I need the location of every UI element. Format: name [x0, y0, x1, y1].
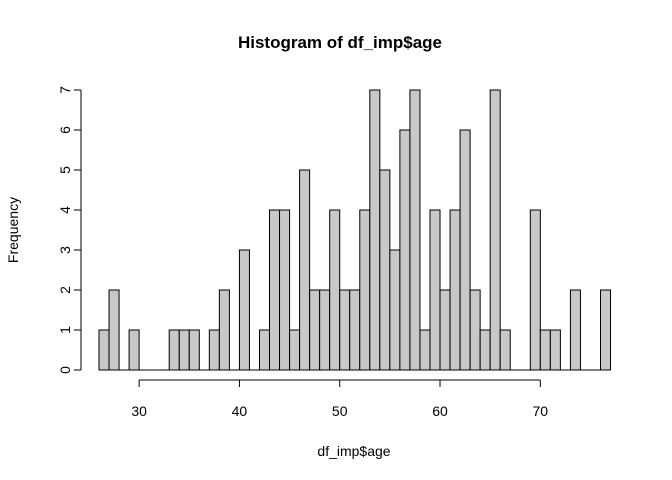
histogram-bar	[349, 289, 361, 371]
x-tick-label: 40	[232, 403, 248, 419]
histogram-bar	[108, 289, 120, 371]
y-tick-label: 6	[57, 126, 73, 134]
histogram-bar	[339, 289, 351, 371]
histogram-bar	[479, 329, 491, 371]
histogram-bar	[449, 209, 461, 371]
y-tick-label: 5	[57, 166, 73, 174]
histogram-bar	[289, 329, 301, 371]
histogram-bar	[269, 209, 281, 371]
histogram-bar	[419, 329, 431, 371]
histogram-bar	[379, 169, 391, 371]
y-tick-label: 2	[57, 286, 73, 294]
histogram-bar	[469, 289, 481, 371]
x-tick-label: 70	[533, 403, 549, 419]
histogram-bar	[369, 89, 381, 371]
histogram-bar	[409, 89, 421, 371]
x-tick-label: 50	[332, 403, 348, 419]
histogram-bar	[459, 129, 471, 371]
histogram-bar	[208, 329, 220, 371]
x-tick-label: 30	[131, 403, 147, 419]
histogram-bar	[279, 209, 291, 371]
histogram-bar	[258, 329, 271, 371]
chart-title: Histogram of df_imp$age	[238, 33, 442, 52]
histogram-bar	[128, 329, 140, 371]
histogram-bar	[98, 329, 110, 371]
y-tick-label: 1	[57, 326, 73, 334]
histogram-bar	[489, 89, 501, 371]
y-axis-label: Frequency	[5, 197, 21, 263]
histogram-bar	[569, 289, 581, 371]
histogram-bar	[218, 289, 230, 371]
histogram-bar	[499, 329, 511, 371]
x-axis: 30 40 50 60 70	[131, 379, 549, 419]
histogram-bar	[399, 129, 411, 371]
histogram-bar	[600, 289, 612, 371]
histogram-bar	[188, 329, 200, 371]
histogram-bar	[319, 289, 331, 371]
histogram-bar	[178, 329, 190, 371]
histogram-bar	[439, 289, 451, 371]
y-tick-label: 0	[57, 366, 73, 374]
histogram-bar	[539, 329, 551, 371]
y-tick-label: 7	[57, 86, 73, 94]
histogram-bar	[168, 329, 180, 371]
x-tick-label: 60	[432, 403, 448, 419]
histogram-bar	[529, 209, 541, 371]
histogram-bar	[549, 329, 561, 371]
y-tick-label: 3	[57, 246, 73, 254]
y-axis: 0 1 2 3 4 5 6 7	[57, 86, 82, 374]
histogram-bar	[309, 289, 321, 371]
histogram-bar	[299, 169, 311, 371]
histogram-bar	[359, 209, 371, 371]
histogram-bar	[329, 209, 341, 371]
bars-group	[98, 89, 612, 371]
x-axis-label: df_imp$age	[317, 443, 390, 459]
histogram-bar	[238, 249, 250, 371]
y-tick-label: 4	[57, 206, 73, 214]
histogram-bar	[389, 249, 401, 371]
histogram-bar	[429, 209, 441, 371]
